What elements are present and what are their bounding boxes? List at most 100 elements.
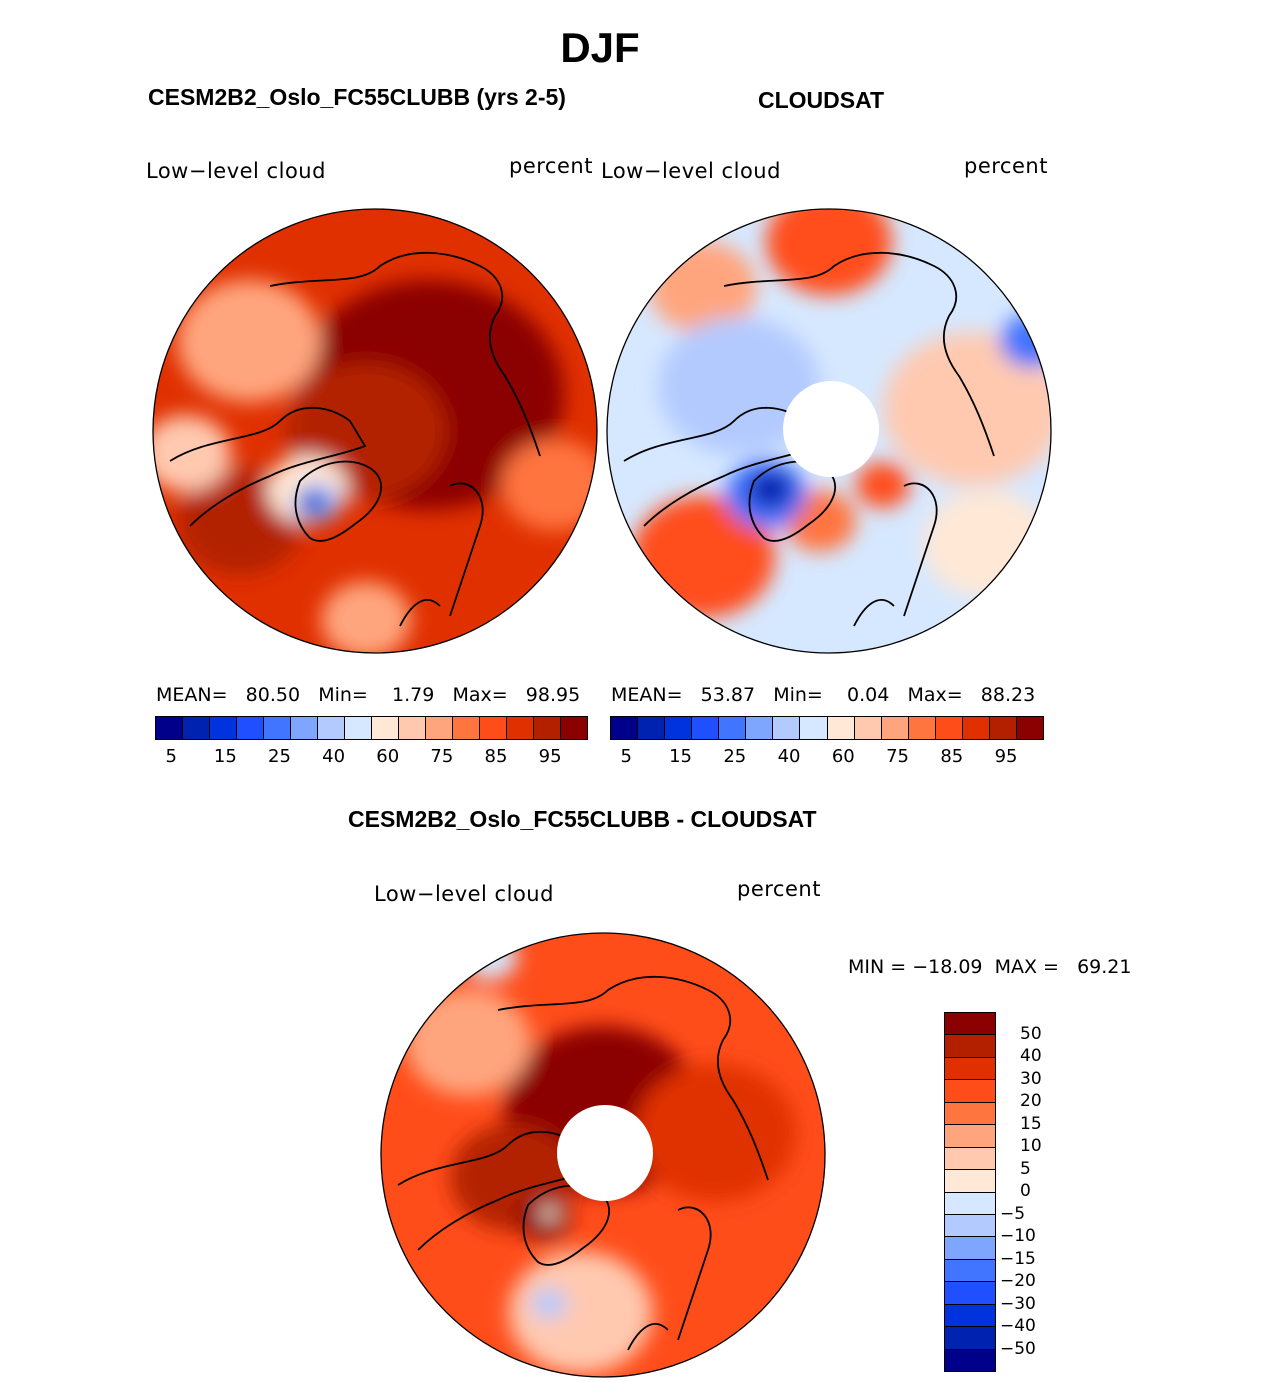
colorbar-cell (480, 717, 507, 739)
map-boundary (606, 208, 1052, 654)
mean-label: MEAN= (611, 684, 683, 706)
colorbar-tick-label: 60 (831, 746, 855, 767)
colorbar-cell (962, 717, 990, 739)
colorbar-diff-ticks: 50 40 30 20 15 10 5 0 −5 −10 −15 −20 −30 −40 −50 (1000, 1012, 1060, 1372)
coastline (294, 460, 383, 542)
panel-diff-stats: MIN = −18.09 MAX = 69.21 (848, 956, 1132, 978)
colorbar-tick-label: 75 (430, 746, 454, 767)
max-value: 98.95 (525, 684, 581, 706)
coastline (627, 1206, 712, 1351)
coastline (269, 251, 541, 457)
panel-diff-variable-label: Low−level cloud (374, 882, 554, 906)
panel-diff-title: CESM2B2_Oslo_FC55CLUBB - CLOUDSAT (348, 806, 817, 832)
colorbar-cell (945, 1080, 995, 1103)
min-value: 1.79 (392, 684, 435, 706)
colorbar-cell (908, 717, 936, 739)
panel-model-units-label: percent (509, 154, 593, 178)
colorbar-cell (945, 1035, 995, 1058)
panel-obs-units-label: percent (964, 154, 1048, 178)
field-region (531, 1288, 567, 1319)
polar-map-obs (606, 208, 1052, 654)
colorbar-cell (638, 717, 666, 739)
colorbar-tick-label: −40 (1000, 1316, 1036, 1336)
colorbar-cell (611, 717, 639, 739)
colorbar-cell (534, 717, 561, 739)
panel-model-variable-label: Low−level cloud (146, 159, 326, 183)
colorbar-tick-label: 40 (777, 746, 801, 767)
colorbar-obs (610, 716, 1044, 740)
colorbar-tick-label: 0 (1020, 1181, 1031, 1201)
colorbar-tick-label: 30 (1020, 1068, 1042, 1089)
colorbar-tick-label: 25 (268, 746, 291, 767)
map-boundary (152, 208, 598, 654)
field-region (501, 439, 597, 531)
colorbar-tick-label: 40 (1020, 1046, 1042, 1066)
colorbar-tick-label: −15 (1000, 1248, 1036, 1269)
colorbar-cell (945, 1259, 995, 1283)
colorbar-cell (881, 717, 909, 739)
field-region (540, 1205, 558, 1222)
min-label: Min= (773, 684, 823, 706)
colorbar-tick-label: 20 (1020, 1091, 1042, 1111)
colorbar-tick-label: −30 (1000, 1293, 1036, 1314)
field-region (883, 332, 1051, 485)
colorbar-cell (318, 717, 345, 739)
colorbar-tick-label: 15 (213, 746, 237, 767)
colorbar-cell (945, 1327, 995, 1350)
colorbar-cell (264, 717, 291, 739)
field-region (321, 581, 411, 653)
map-boundary (380, 932, 826, 1378)
field-region (508, 1251, 653, 1374)
colorbar-obs-ticks: 5 15 25 40 60 75 85 95 (610, 746, 1044, 770)
colorbar-tick-label: 85 (940, 746, 964, 767)
mean-value: 80.50 (245, 684, 301, 706)
colorbar-cell (945, 1282, 995, 1305)
map-model (150, 206, 600, 656)
max-label: Max= (907, 684, 963, 706)
colorbar-cell (692, 717, 720, 739)
colorbar-cell (945, 1057, 995, 1081)
colorbar-model (155, 716, 588, 740)
colorbar-cell (507, 717, 534, 739)
field-region (748, 470, 793, 509)
colorbar-tick-label: 60 (376, 746, 400, 767)
colorbar-cell (453, 717, 480, 739)
colorbar-tick-label: 5 (620, 746, 632, 767)
colorbar-tick-label: 75 (886, 746, 909, 767)
colorbar-tick-label: 40 (322, 746, 346, 767)
colorbar-cell (827, 717, 855, 739)
panel-model-title: CESM2B2_Oslo_FC55CLUBB (yrs 2-5) (148, 84, 566, 110)
colorbar-cell (945, 1170, 995, 1193)
colorbar-cell (291, 717, 318, 739)
figure-title: DJF (560, 24, 640, 71)
polar-map-diff (380, 932, 826, 1378)
colorbar-tick-label: 85 (484, 746, 508, 767)
mean-label: MEAN= (156, 684, 228, 706)
colorbar-tick-label: 95 (994, 746, 1018, 767)
map-obs (604, 206, 1054, 656)
colorbar-cell (399, 717, 426, 739)
colorbar-cell (945, 1214, 995, 1238)
colorbar-tick-label: 15 (1020, 1113, 1042, 1134)
field-region (300, 493, 324, 513)
colorbar-cell (183, 717, 210, 739)
field-region (405, 988, 531, 1097)
colorbar-tick-label: 10 (1020, 1136, 1042, 1156)
colorbar-cell (746, 717, 774, 739)
colorbar-tick-label: 15 (669, 746, 692, 767)
colorbar-tick-label: 25 (723, 746, 747, 767)
map-diff (378, 930, 828, 1380)
polar-data-gap (783, 381, 879, 477)
colorbar-cell (945, 1013, 995, 1036)
field-region (766, 209, 892, 296)
colorbar-tick-label: 5 (165, 746, 177, 767)
colorbar-tick-label: 50 (1020, 1023, 1042, 1044)
coastline (399, 482, 484, 627)
colorbar-cell (945, 1192, 995, 1215)
panel-model-stats: MEAN= 80.50 Min= 1.79 Max= 98.95 (156, 684, 580, 706)
colorbar-cell (1016, 717, 1043, 739)
colorbar-cell (156, 717, 183, 739)
colorbar-tick-label: 95 (538, 746, 562, 767)
colorbar-cell (345, 717, 372, 739)
colorbar-cell (854, 717, 882, 739)
